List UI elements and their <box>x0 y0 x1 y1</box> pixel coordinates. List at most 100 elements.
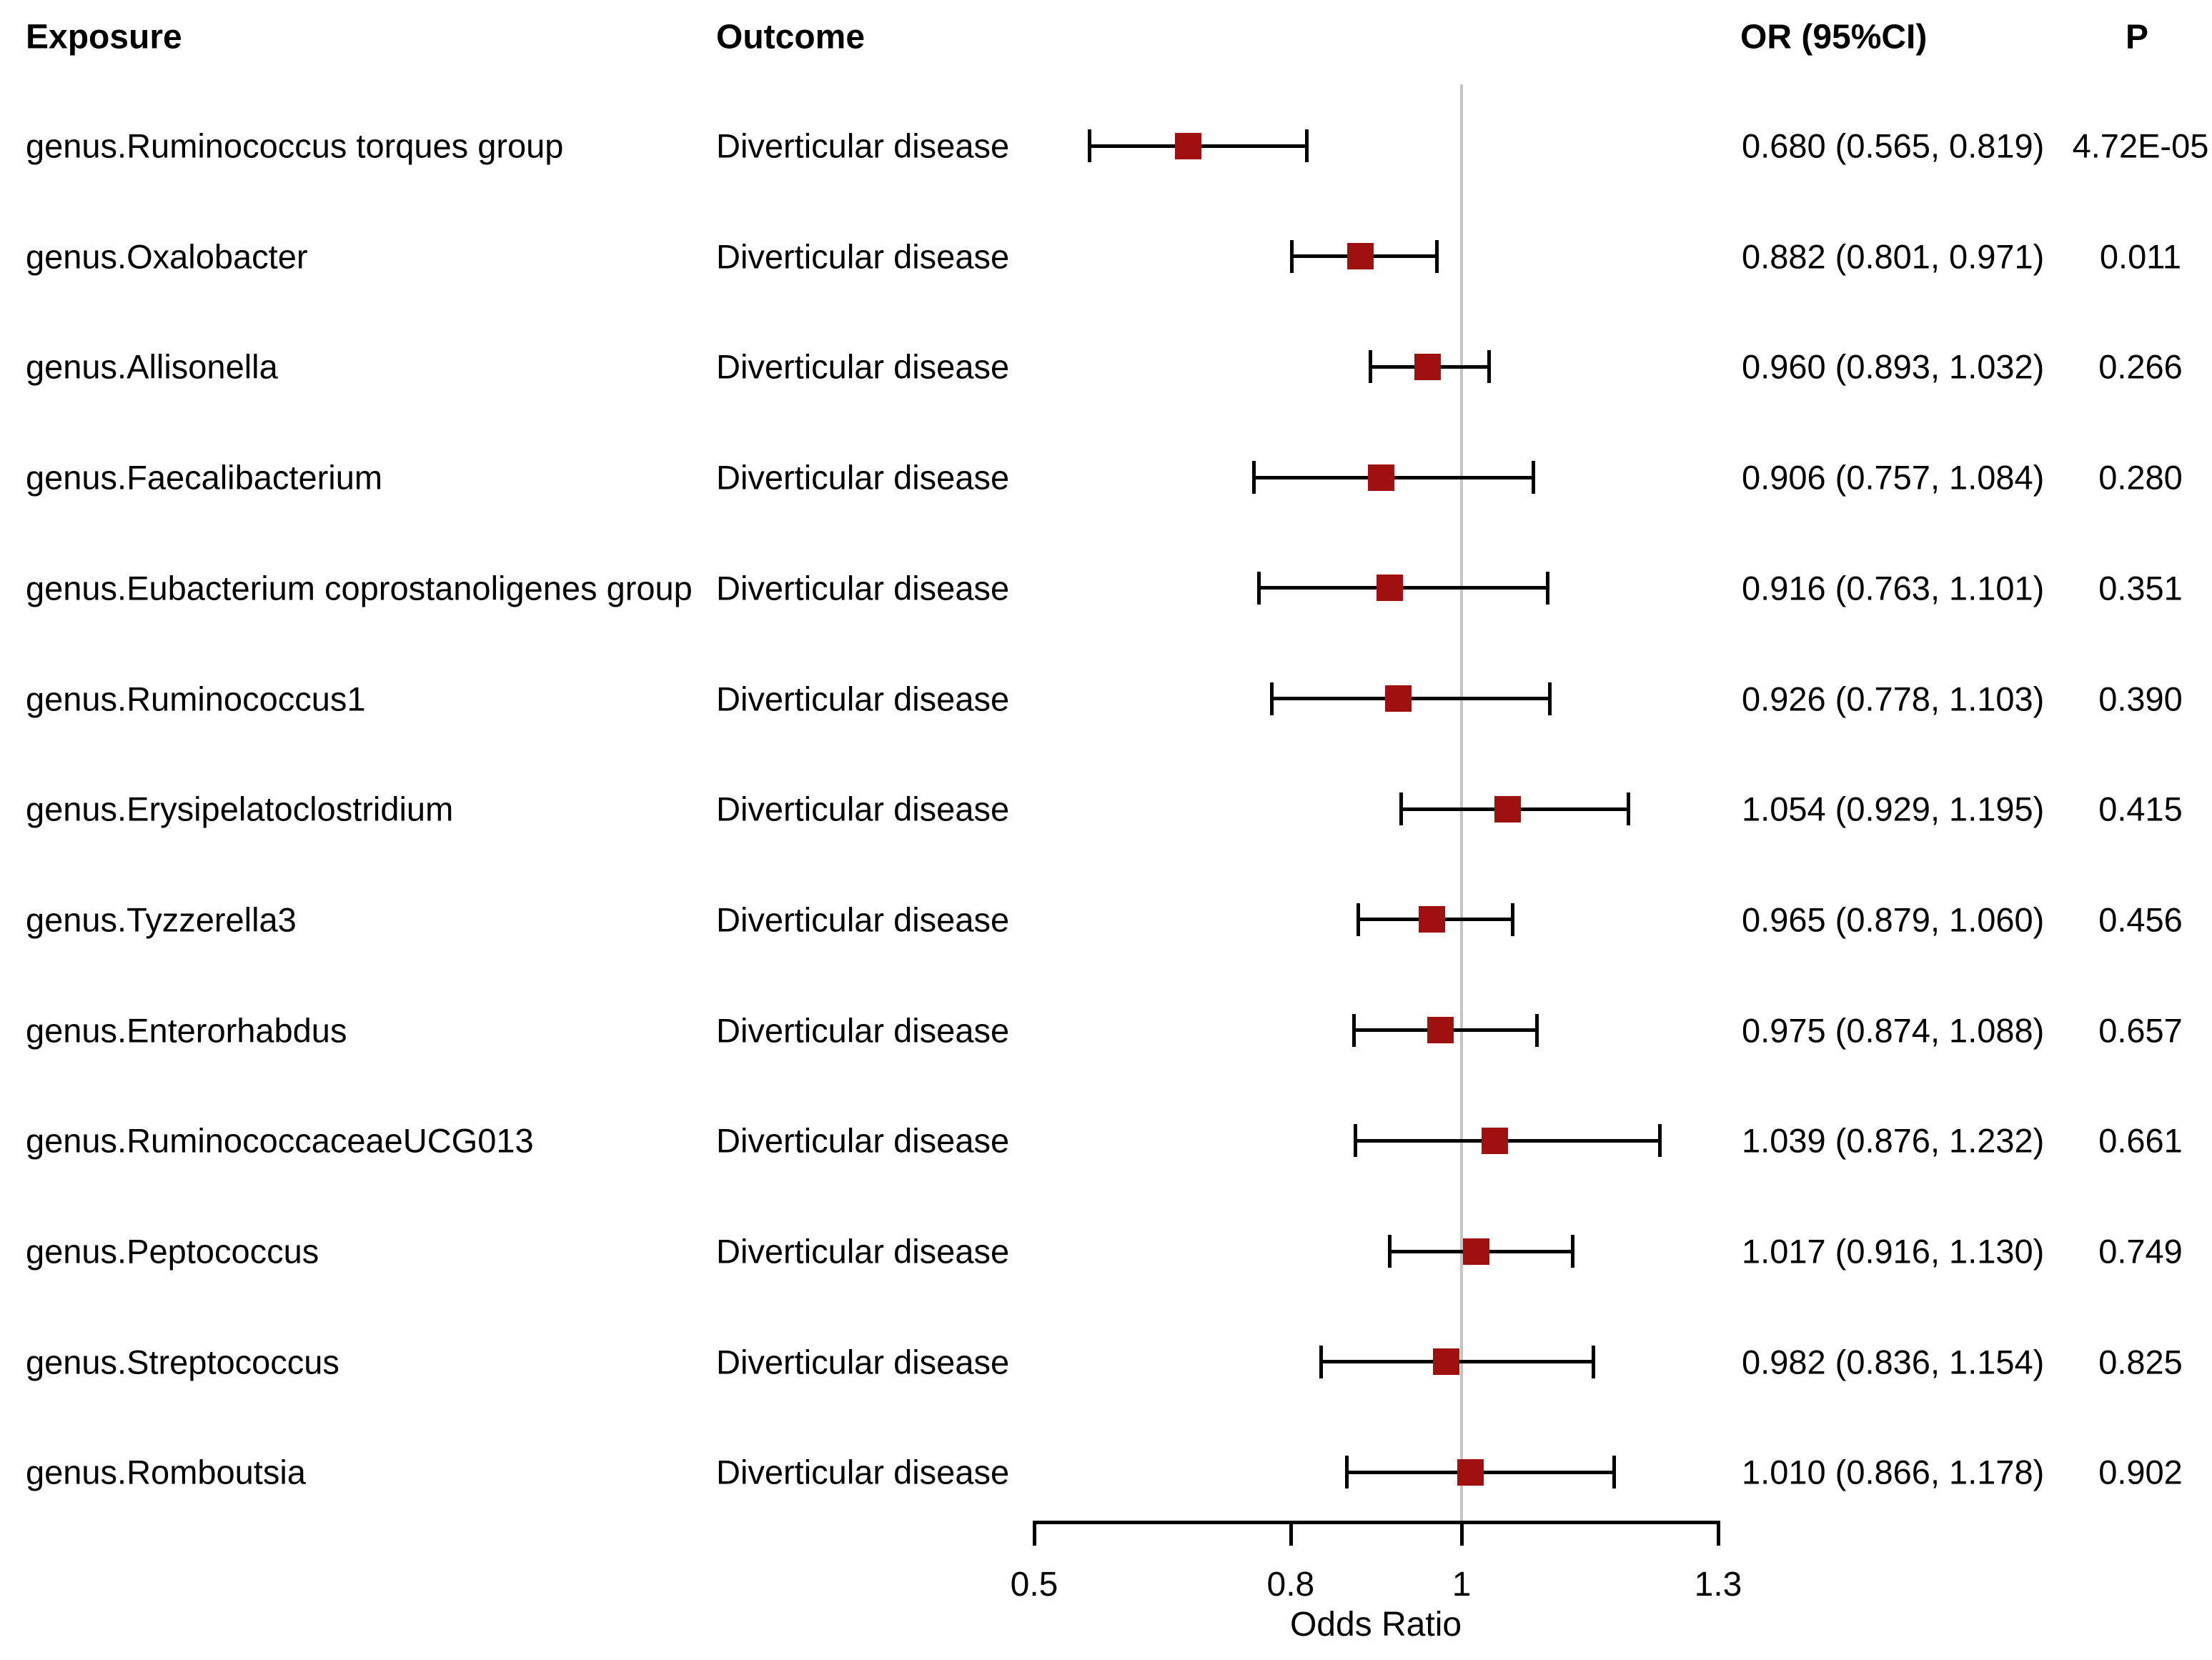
outcome-label: Diverticular disease <box>716 126 1010 165</box>
or-ci-value: 0.926 (0.778, 1.103) <box>1742 680 2045 717</box>
or-marker <box>1427 1017 1454 1044</box>
or-marker <box>1462 1238 1489 1265</box>
p-value: 0.657 <box>2098 1011 2183 1050</box>
ci-cap-left <box>1270 682 1274 715</box>
p-value: 0.351 <box>2098 569 2183 607</box>
or-marker <box>1347 243 1374 270</box>
p-value: 4.72E-05 <box>2072 126 2209 165</box>
tick-mark <box>1033 1521 1036 1546</box>
outcome-label: Diverticular disease <box>716 237 1010 276</box>
p-value: 0.390 <box>2098 680 2183 717</box>
p-value: 0.902 <box>2098 1453 2183 1491</box>
ci-cap-right <box>1487 350 1491 384</box>
or-marker <box>1494 795 1522 822</box>
or-marker <box>1418 906 1445 933</box>
ci-cap-right <box>1547 682 1552 715</box>
exposure-label: genus.Faecalibacterium <box>26 458 382 497</box>
or-marker <box>1433 1348 1460 1376</box>
ci-cap-left <box>1356 903 1360 936</box>
exposure-label: genus.Peptococcus <box>26 1232 319 1271</box>
outcome-label: Diverticular disease <box>716 1343 1010 1381</box>
exposure-label: genus.Tyzzerella3 <box>26 900 297 939</box>
or-ci-value: 0.965 (0.879, 1.060) <box>1742 900 2045 939</box>
ci-cap-right <box>1305 129 1309 162</box>
exposure-label: genus.Erysipelatoclostridium <box>26 790 454 828</box>
ci-line <box>1259 586 1548 590</box>
tick-label: 0.8 <box>1266 1566 1315 1604</box>
or-marker <box>1385 685 1412 712</box>
p-value: 0.749 <box>2098 1232 2183 1271</box>
p-value: 0.661 <box>2098 1121 2183 1160</box>
x-axis-title: Odds Ratio <box>1289 1606 1462 1644</box>
exposure-label: genus.Enterorhabdus <box>26 1011 347 1050</box>
outcome-label: Diverticular disease <box>716 790 1010 828</box>
ci-cap-left <box>1354 1124 1358 1158</box>
ci-cap-right <box>1571 1235 1575 1268</box>
or-ci-value: 0.960 (0.893, 1.032) <box>1742 347 2045 386</box>
ci-cap-left <box>1289 239 1294 273</box>
outcome-label: Diverticular disease <box>716 569 1010 607</box>
exposure-label: genus.RuminococcaceaeUCG013 <box>26 1121 534 1160</box>
outcome-label: Diverticular disease <box>716 1453 1010 1491</box>
or-ci-value: 0.982 (0.836, 1.154) <box>1742 1343 2045 1381</box>
column-header-or-ci: OR (95%CI) <box>1740 18 1928 56</box>
exposure-label: genus.Oxalobacter <box>26 237 308 276</box>
or-ci-value: 1.010 (0.866, 1.178) <box>1742 1453 2045 1491</box>
tick-mark <box>1717 1521 1720 1546</box>
outcome-label: Diverticular disease <box>716 1232 1010 1271</box>
or-marker <box>1414 353 1441 380</box>
tick-label: 1 <box>1452 1566 1472 1604</box>
exposure-label: genus.Ruminococcus1 <box>26 680 366 717</box>
tick-mark <box>1460 1521 1464 1546</box>
column-header-exposure: Exposure <box>26 18 182 56</box>
ci-cap-right <box>1546 571 1550 605</box>
outcome-label: Diverticular disease <box>716 680 1010 717</box>
column-header-outcome: Outcome <box>716 18 866 56</box>
x-axis-line <box>1034 1521 1720 1524</box>
ci-cap-right <box>1532 461 1536 494</box>
exposure-label: genus.Romboutsia <box>26 1453 306 1491</box>
ci-cap-left <box>1251 461 1256 494</box>
ci-cap-right <box>1534 1013 1539 1047</box>
p-value: 0.456 <box>2098 900 2183 939</box>
ci-cap-left <box>1388 1235 1392 1268</box>
outcome-label: Diverticular disease <box>716 1011 1010 1050</box>
tick-label: 0.5 <box>1010 1566 1058 1604</box>
outcome-label: Diverticular disease <box>716 458 1010 497</box>
ci-cap-right <box>1626 792 1630 826</box>
p-value: 0.415 <box>2098 790 2183 828</box>
ci-cap-left <box>1351 1013 1356 1047</box>
ci-cap-right <box>1511 903 1515 936</box>
or-ci-value: 0.680 (0.565, 0.819) <box>1742 126 2045 165</box>
or-ci-value: 1.017 (0.916, 1.130) <box>1742 1232 2045 1271</box>
outcome-label: Diverticular disease <box>716 347 1010 386</box>
p-value: 0.266 <box>2098 347 2183 386</box>
p-value: 0.011 <box>2099 237 2182 276</box>
ci-cap-left <box>1368 350 1372 384</box>
ci-cap-left <box>1399 792 1403 826</box>
outcome-label: Diverticular disease <box>716 900 1010 939</box>
or-marker <box>1368 464 1395 491</box>
exposure-label: genus.Allisonella <box>26 347 278 386</box>
or-ci-value: 1.039 (0.876, 1.232) <box>1742 1121 2045 1160</box>
tick-label: 1.3 <box>1694 1566 1742 1604</box>
or-marker <box>1457 1458 1484 1486</box>
exposure-label: genus.Eubacterium coprostanoligenes grou… <box>26 569 693 607</box>
tick-mark <box>1289 1521 1293 1546</box>
ci-cap-right <box>1612 1456 1616 1489</box>
or-ci-value: 0.975 (0.874, 1.088) <box>1742 1011 2045 1050</box>
exposure-label: genus.Ruminococcus torques group <box>26 126 564 165</box>
or-ci-value: 0.906 (0.757, 1.084) <box>1742 458 2045 497</box>
outcome-label: Diverticular disease <box>716 1121 1010 1160</box>
or-marker <box>1174 132 1201 159</box>
ci-cap-right <box>1658 1124 1662 1158</box>
ci-cap-right <box>1434 239 1439 273</box>
column-header-p: P <box>2125 18 2149 56</box>
or-ci-value: 1.054 (0.929, 1.195) <box>1742 790 2045 828</box>
or-ci-value: 0.916 (0.763, 1.101) <box>1742 569 2045 607</box>
ci-cap-left <box>1088 129 1092 162</box>
p-value: 0.280 <box>2098 458 2183 497</box>
p-value: 0.825 <box>2098 1343 2183 1381</box>
ci-cap-left <box>1319 1345 1324 1378</box>
